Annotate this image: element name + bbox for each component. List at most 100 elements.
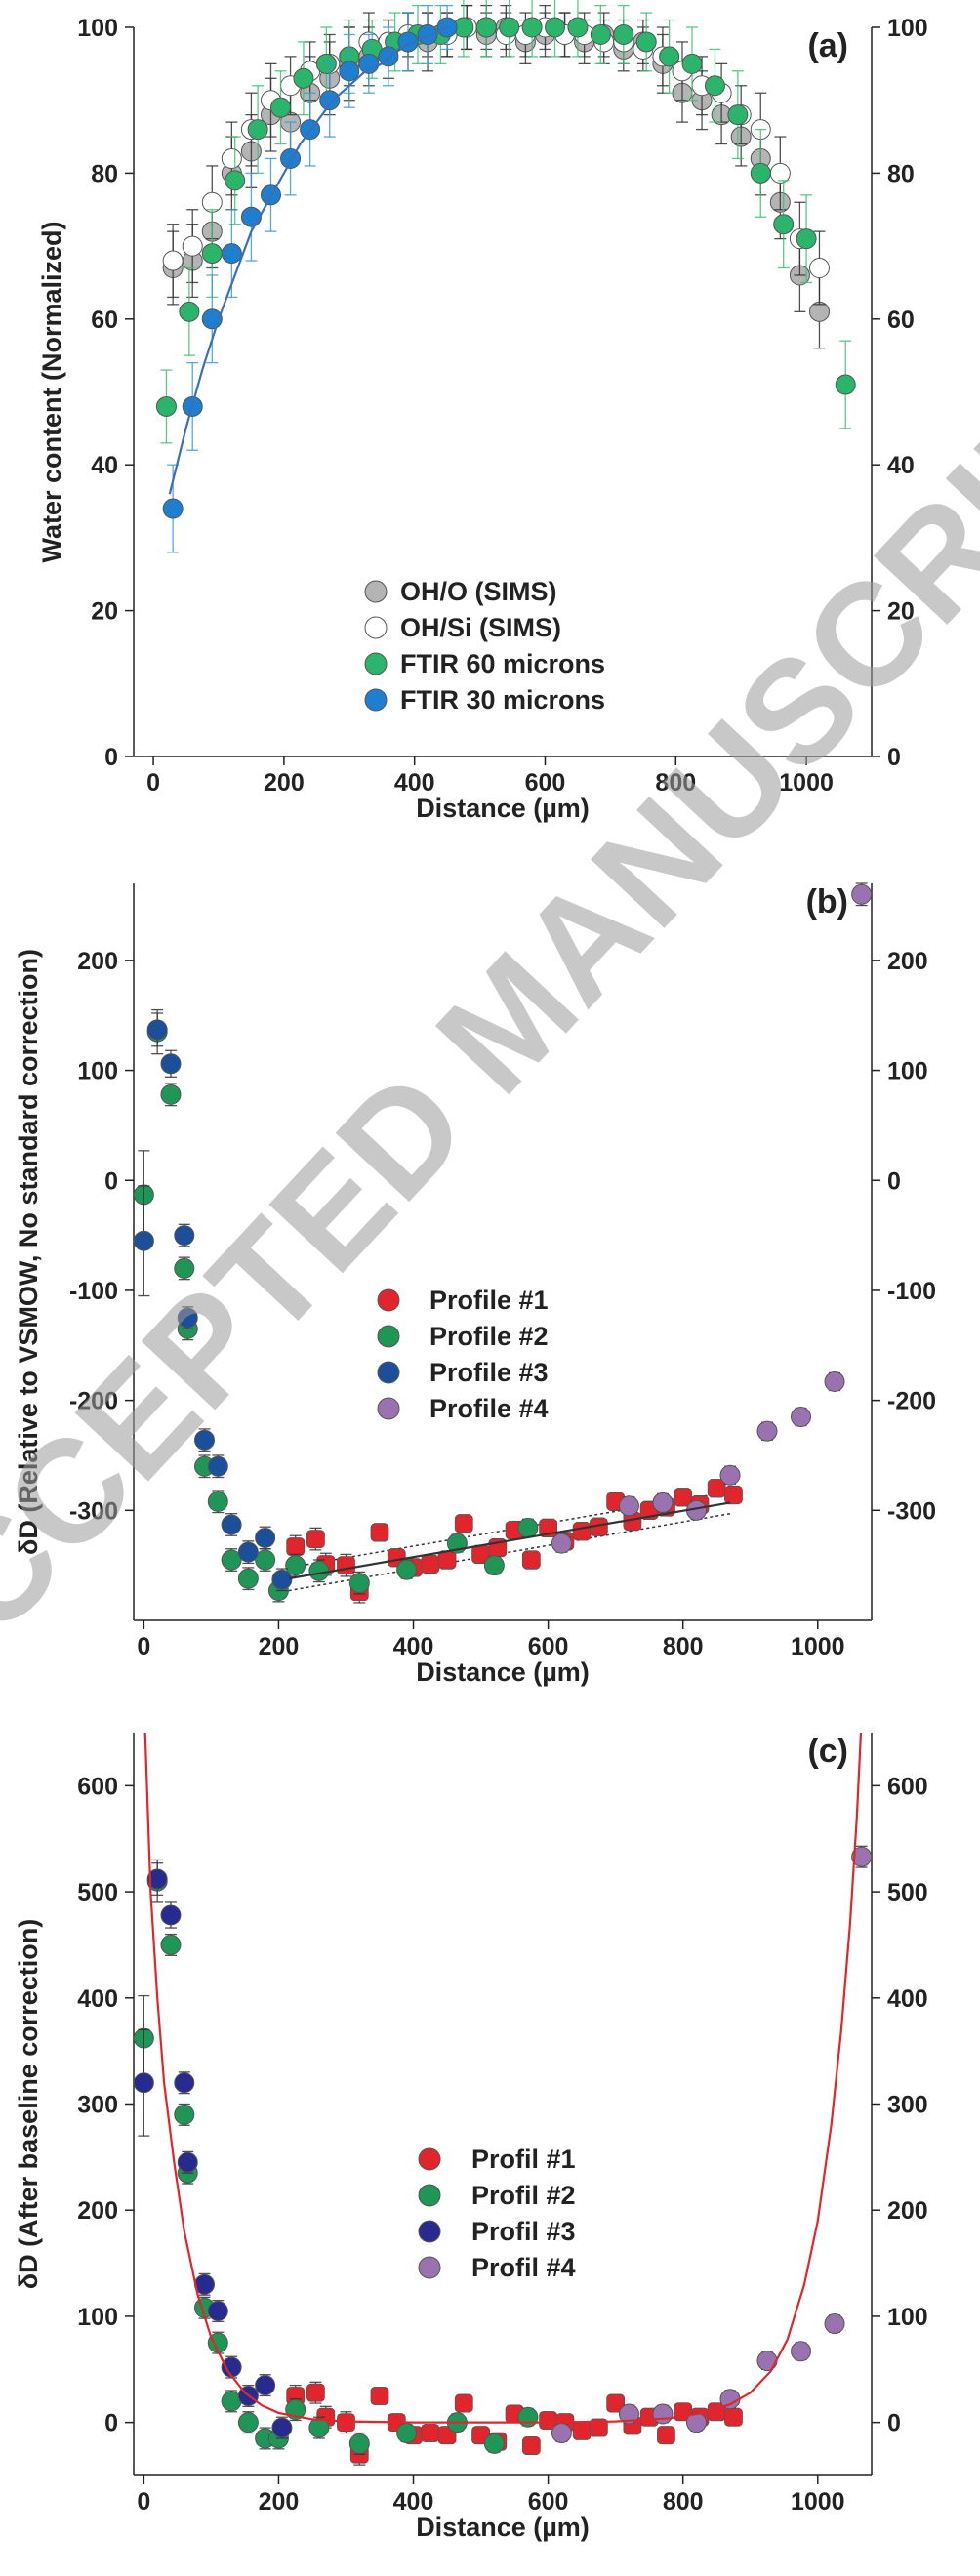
data-point (551, 2423, 572, 2444)
y-tick-label-left: 300 (77, 2092, 118, 2119)
x-tick-label: 200 (259, 2488, 300, 2515)
data-point (589, 2418, 608, 2437)
data-point (182, 235, 203, 257)
data-point (160, 1904, 182, 1926)
series-3 (133, 1012, 293, 1592)
x-tick-label: 400 (393, 1633, 434, 1660)
data-point (270, 97, 292, 118)
data-point (483, 2433, 505, 2454)
x-tick-label: 1000 (791, 2488, 845, 2515)
x-tick-label: 1000 (779, 769, 834, 797)
data-point (162, 250, 184, 271)
data-point (808, 258, 830, 279)
y-tick-label-left: 200 (77, 2197, 118, 2225)
y-tick-label-left: 0 (104, 2410, 118, 2437)
data-point (657, 2426, 675, 2445)
data-point (306, 1530, 325, 1549)
data-point (286, 1537, 306, 1556)
data-point (572, 1522, 592, 1541)
x-tick-label: 800 (663, 2488, 704, 2515)
data-point (160, 1084, 182, 1105)
legend-marker (418, 2256, 441, 2279)
legend-label: Profile #4 (429, 1394, 549, 1423)
data-point (162, 498, 184, 519)
data-point (308, 2417, 330, 2438)
data-point (824, 2313, 845, 2335)
legend-marker (364, 652, 388, 675)
panel-label: (b) (806, 883, 848, 920)
y-tick-label-left: -300 (69, 1497, 118, 1525)
data-point (727, 104, 749, 126)
x-axis-label: Distance (µm) (416, 794, 590, 823)
panel-c: 0 200 400 600 800 1000 0 0 100 100 200 200 300 300 400… (14, 1732, 928, 2542)
data-point (146, 1868, 168, 1890)
legend-label: Profil #3 (471, 2217, 576, 2246)
data-point (791, 2341, 812, 2362)
data-point (756, 2351, 778, 2372)
data-point (308, 1560, 330, 1581)
data-point (851, 1846, 873, 1867)
legend-marker (418, 2220, 441, 2243)
data-point (255, 1527, 276, 1548)
data-point (618, 2403, 639, 2425)
data-point (483, 1555, 505, 1576)
fit-line (168, 25, 448, 495)
data-point (796, 228, 817, 250)
legend-label: OH/Si (SIMS) (400, 613, 561, 642)
data-point (207, 1491, 228, 1512)
data-point (237, 2412, 259, 2433)
data-point (773, 214, 795, 235)
legend-label: Profile #3 (429, 1358, 549, 1387)
data-point (791, 1407, 812, 1428)
data-point (133, 2072, 154, 2094)
legend-marker (377, 1361, 400, 1384)
legend-label: Profile #1 (429, 1286, 549, 1315)
data-point (521, 17, 543, 38)
data-point (225, 170, 246, 191)
data-point (207, 2300, 228, 2321)
y-axis-label: Water content (Normalized) (37, 221, 66, 562)
x-tick-label: 200 (264, 769, 305, 797)
data-point (635, 31, 657, 53)
data-point (652, 2403, 674, 2425)
data-point (436, 17, 458, 38)
y-tick-label-right: 100 (887, 2304, 928, 2331)
data-point (247, 119, 268, 141)
watermark: ACCEPTED MANUSCRIPT (0, 298, 980, 1742)
y-tick-label-right: -300 (887, 1497, 936, 1525)
data-point (174, 2104, 195, 2125)
y-tick-label-right: 600 (887, 1773, 928, 1800)
data-point (652, 1492, 674, 1513)
y-tick-label-left: 400 (77, 1985, 118, 2013)
data-point (285, 1555, 306, 1576)
y-tick-label-right: 20 (887, 598, 915, 626)
data-point (396, 1559, 418, 1580)
legend-marker (377, 1397, 400, 1420)
data-point (160, 1053, 182, 1075)
data-point (454, 1514, 473, 1533)
data-point (517, 1517, 539, 1538)
series-4 (551, 1845, 873, 2444)
data-point (685, 2412, 707, 2433)
series-3 (133, 1862, 293, 2439)
y-tick-label-left: 60 (91, 307, 118, 334)
y-tick-label-right: 500 (887, 1879, 928, 1906)
series-3 (155, 0, 856, 444)
y-tick-label-right: 200 (887, 2197, 928, 2225)
data-point (835, 374, 856, 395)
legend-marker (418, 2147, 441, 2171)
data-point (319, 90, 341, 111)
data-point (348, 1573, 370, 1594)
data-point (207, 1455, 228, 1477)
y-axis-label: δD (After baseline correction) (14, 1919, 43, 2289)
y-tick-label-right: 300 (887, 2092, 928, 2119)
data-point (177, 1307, 198, 1329)
y-tick-label-right: 0 (887, 1167, 901, 1195)
series-4 (551, 882, 873, 1554)
y-tick-label-left: 0 (104, 744, 118, 771)
data-point (590, 23, 611, 45)
data-point (133, 1230, 154, 1251)
x-tick-label: 400 (394, 769, 435, 797)
data-point (421, 2424, 440, 2442)
